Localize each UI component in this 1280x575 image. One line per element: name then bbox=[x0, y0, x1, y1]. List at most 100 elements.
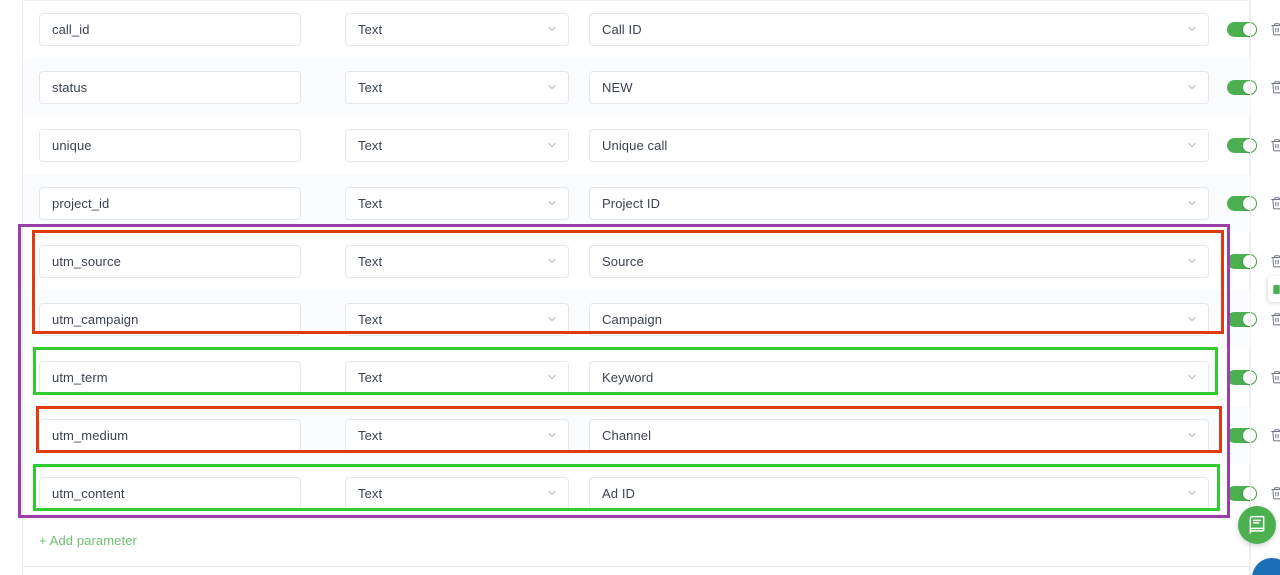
parameter-enabled-toggle[interactable] bbox=[1227, 21, 1257, 37]
toggle-knob bbox=[1243, 80, 1256, 94]
parameter-name-input[interactable]: status bbox=[39, 70, 301, 104]
parameter-label-value: Campaign bbox=[602, 311, 663, 327]
parameter-type-value: Text bbox=[358, 311, 383, 327]
parameter-type-select[interactable]: Text bbox=[345, 70, 569, 104]
parameter-name-input[interactable]: project_id bbox=[39, 186, 301, 220]
parameter-enabled-toggle[interactable] bbox=[1227, 369, 1257, 385]
parameter-type-select[interactable]: Text bbox=[345, 128, 569, 162]
parameter-label-value: Channel bbox=[602, 427, 652, 443]
chevron-down-icon bbox=[1186, 255, 1198, 267]
delete-parameter-icon[interactable] bbox=[1270, 427, 1280, 443]
parameter-row: utm_campaign Text Campaign bbox=[23, 290, 1280, 348]
parameter-name-input[interactable]: utm_term bbox=[39, 360, 301, 394]
parameter-name-value: unique bbox=[52, 137, 92, 153]
add-parameter-link[interactable]: + Add parameter bbox=[39, 533, 137, 548]
parameter-enabled-toggle[interactable] bbox=[1227, 253, 1257, 269]
parameter-row: project_id Text Project ID bbox=[23, 174, 1280, 232]
parameter-label-value: Project ID bbox=[602, 195, 661, 211]
parameter-name-value: utm_medium bbox=[52, 427, 129, 443]
parameter-label-select[interactable]: Project ID bbox=[589, 186, 1209, 220]
delete-parameter-icon[interactable] bbox=[1270, 79, 1280, 95]
chevron-down-icon bbox=[1186, 371, 1198, 383]
parameter-enabled-toggle[interactable] bbox=[1227, 79, 1257, 95]
panel-bottom-divider bbox=[23, 566, 1251, 567]
toggle-knob bbox=[1243, 138, 1256, 152]
parameter-row: utm_source Text Source bbox=[23, 232, 1280, 290]
parameters-panel: call_id Text Call ID status Text NEW unique Tex… bbox=[22, 0, 1280, 575]
parameter-name-input[interactable]: call_id bbox=[39, 12, 301, 46]
parameter-label-select[interactable]: Keyword bbox=[589, 360, 1209, 394]
toggle-knob bbox=[1243, 196, 1256, 210]
delete-parameter-icon[interactable] bbox=[1270, 137, 1280, 153]
chevron-down-icon bbox=[1186, 197, 1198, 209]
delete-parameter-icon[interactable] bbox=[1270, 21, 1280, 37]
parameter-type-select[interactable]: Text bbox=[345, 302, 569, 336]
parameter-name-input[interactable]: utm_campaign bbox=[39, 302, 301, 336]
parameter-label-select[interactable]: Source bbox=[589, 244, 1209, 278]
parameter-name-value: utm_content bbox=[52, 485, 125, 501]
parameter-row: call_id Text Call ID bbox=[23, 0, 1280, 58]
delete-parameter-icon[interactable] bbox=[1270, 195, 1280, 211]
parameter-type-value: Text bbox=[358, 253, 383, 269]
toggle-knob bbox=[1243, 254, 1256, 268]
parameter-label-value: Keyword bbox=[602, 369, 654, 385]
parameter-type-select[interactable]: Text bbox=[345, 186, 569, 220]
toggle-knob bbox=[1243, 428, 1256, 442]
chat-support-button[interactable] bbox=[1252, 558, 1280, 575]
parameter-name-input[interactable]: utm_source bbox=[39, 244, 301, 278]
parameter-label-value: Call ID bbox=[602, 21, 642, 37]
delete-parameter-icon[interactable] bbox=[1270, 369, 1280, 385]
chevron-down-icon bbox=[546, 197, 558, 209]
parameter-type-select[interactable]: Text bbox=[345, 244, 569, 278]
parameter-label-select[interactable]: Unique call bbox=[589, 128, 1209, 162]
parameter-type-select[interactable]: Text bbox=[345, 12, 569, 46]
parameter-type-value: Text bbox=[358, 195, 383, 211]
delete-parameter-icon[interactable] bbox=[1270, 311, 1280, 327]
delete-parameter-icon[interactable] bbox=[1270, 253, 1280, 269]
parameter-label-select[interactable]: Ad ID bbox=[589, 476, 1209, 510]
chevron-down-icon bbox=[546, 313, 558, 325]
toggle-knob bbox=[1243, 486, 1256, 500]
parameter-name-value: utm_term bbox=[52, 369, 108, 385]
toggle-knob bbox=[1243, 370, 1256, 384]
parameter-name-value: utm_source bbox=[52, 253, 121, 269]
parameter-type-select[interactable]: Text bbox=[345, 360, 569, 394]
parameter-rows-list: call_id Text Call ID status Text NEW unique Tex… bbox=[23, 0, 1280, 522]
scrollbar-track[interactable] bbox=[1250, 0, 1251, 575]
parameter-row: status Text NEW bbox=[23, 58, 1280, 116]
parameter-enabled-toggle[interactable] bbox=[1227, 485, 1257, 501]
side-feedback-widget[interactable] bbox=[1268, 276, 1280, 302]
parameter-type-value: Text bbox=[358, 485, 383, 501]
parameter-type-select[interactable]: Text bbox=[345, 418, 569, 452]
chevron-down-icon bbox=[1186, 139, 1198, 151]
parameter-type-select[interactable]: Text bbox=[345, 476, 569, 510]
chevron-down-icon bbox=[546, 487, 558, 499]
parameter-label-select[interactable]: Call ID bbox=[589, 12, 1209, 46]
parameter-type-value: Text bbox=[358, 427, 383, 443]
book-icon bbox=[1249, 515, 1265, 534]
parameter-label-select[interactable]: NEW bbox=[589, 70, 1209, 104]
chevron-down-icon bbox=[1186, 81, 1198, 93]
parameter-label-value: Ad ID bbox=[602, 485, 636, 501]
parameter-enabled-toggle[interactable] bbox=[1227, 195, 1257, 211]
parameter-name-input[interactable]: utm_medium bbox=[39, 418, 301, 452]
parameter-type-value: Text bbox=[358, 137, 383, 153]
parameter-enabled-toggle[interactable] bbox=[1227, 137, 1257, 153]
parameter-enabled-toggle[interactable] bbox=[1227, 311, 1257, 327]
parameter-name-input[interactable]: utm_content bbox=[39, 476, 301, 510]
chevron-down-icon bbox=[546, 429, 558, 441]
chevron-down-icon bbox=[546, 255, 558, 267]
panel-top-edge bbox=[23, 0, 1251, 1]
chevron-down-icon bbox=[1186, 23, 1198, 35]
delete-parameter-icon[interactable] bbox=[1270, 485, 1280, 501]
parameter-label-select[interactable]: Channel bbox=[589, 418, 1209, 452]
parameter-row: utm_term Text Keyword bbox=[23, 348, 1280, 406]
toggle-knob bbox=[1243, 22, 1256, 36]
parameter-enabled-toggle[interactable] bbox=[1227, 427, 1257, 443]
chevron-down-icon bbox=[546, 371, 558, 383]
parameter-label-select[interactable]: Campaign bbox=[589, 302, 1209, 336]
chevron-down-icon bbox=[1186, 429, 1198, 441]
parameter-label-value: Unique call bbox=[602, 137, 668, 153]
help-book-button[interactable] bbox=[1238, 506, 1276, 544]
parameter-name-input[interactable]: unique bbox=[39, 128, 301, 162]
